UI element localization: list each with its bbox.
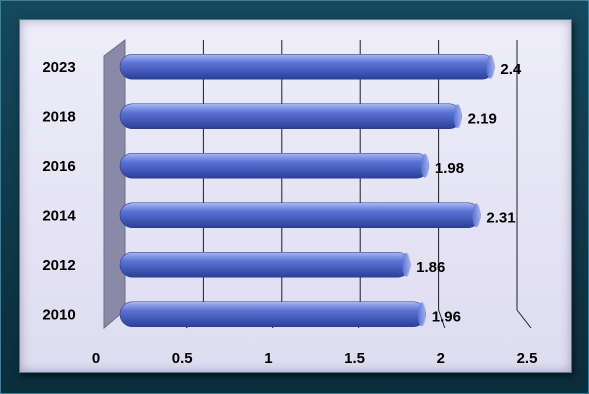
bar-cap bbox=[486, 54, 495, 79]
axes bbox=[103, 38, 532, 330]
bar-body bbox=[119, 251, 411, 278]
bar-body bbox=[119, 53, 495, 80]
data-label: 1.98 bbox=[435, 160, 464, 177]
data-label: 2.31 bbox=[486, 209, 515, 226]
x-tick-label: 1 bbox=[264, 350, 272, 367]
bar bbox=[119, 53, 495, 80]
y-tick-label: 2012 bbox=[42, 257, 75, 274]
y-tick-label: 2014 bbox=[42, 207, 76, 224]
bar-body bbox=[119, 152, 430, 179]
bar bbox=[119, 202, 481, 229]
bar-cap bbox=[453, 104, 462, 129]
y-tick-label: 2016 bbox=[42, 158, 75, 175]
data-label: 1.86 bbox=[416, 259, 445, 276]
data-label: 2.4 bbox=[500, 61, 522, 78]
x-tick-label: 2 bbox=[437, 350, 445, 367]
x-tick-label: 1.5 bbox=[344, 350, 365, 367]
floor-tick bbox=[438, 309, 446, 329]
y-tick-label: 2023 bbox=[42, 59, 75, 76]
x-tick-label: 2.5 bbox=[517, 350, 538, 367]
x-tick-label: 0.5 bbox=[172, 350, 193, 367]
bar bbox=[119, 152, 430, 179]
bar-body bbox=[119, 103, 462, 130]
x-tick-label: 0 bbox=[92, 350, 100, 367]
bar-body bbox=[119, 301, 427, 328]
y-tick-label: 2010 bbox=[42, 306, 75, 323]
bar bbox=[119, 301, 427, 328]
side-wall bbox=[103, 38, 126, 330]
bar-cap bbox=[402, 252, 411, 277]
bar-cap bbox=[472, 203, 481, 228]
floor-tick bbox=[516, 309, 532, 329]
bar bbox=[119, 103, 462, 130]
labels: 0 0.5 1 1.5 2 2.5 2023 2.4 2018 2.19 2016 1.98 2014 2… bbox=[42, 59, 537, 367]
bar-body bbox=[119, 202, 481, 229]
bar bbox=[119, 251, 411, 278]
data-label: 1.96 bbox=[432, 308, 461, 325]
y-tick-label: 2018 bbox=[42, 108, 75, 125]
data-label: 2.19 bbox=[468, 110, 497, 127]
bars bbox=[119, 53, 495, 328]
bar-cap bbox=[417, 302, 426, 327]
bar-cap bbox=[420, 153, 429, 178]
